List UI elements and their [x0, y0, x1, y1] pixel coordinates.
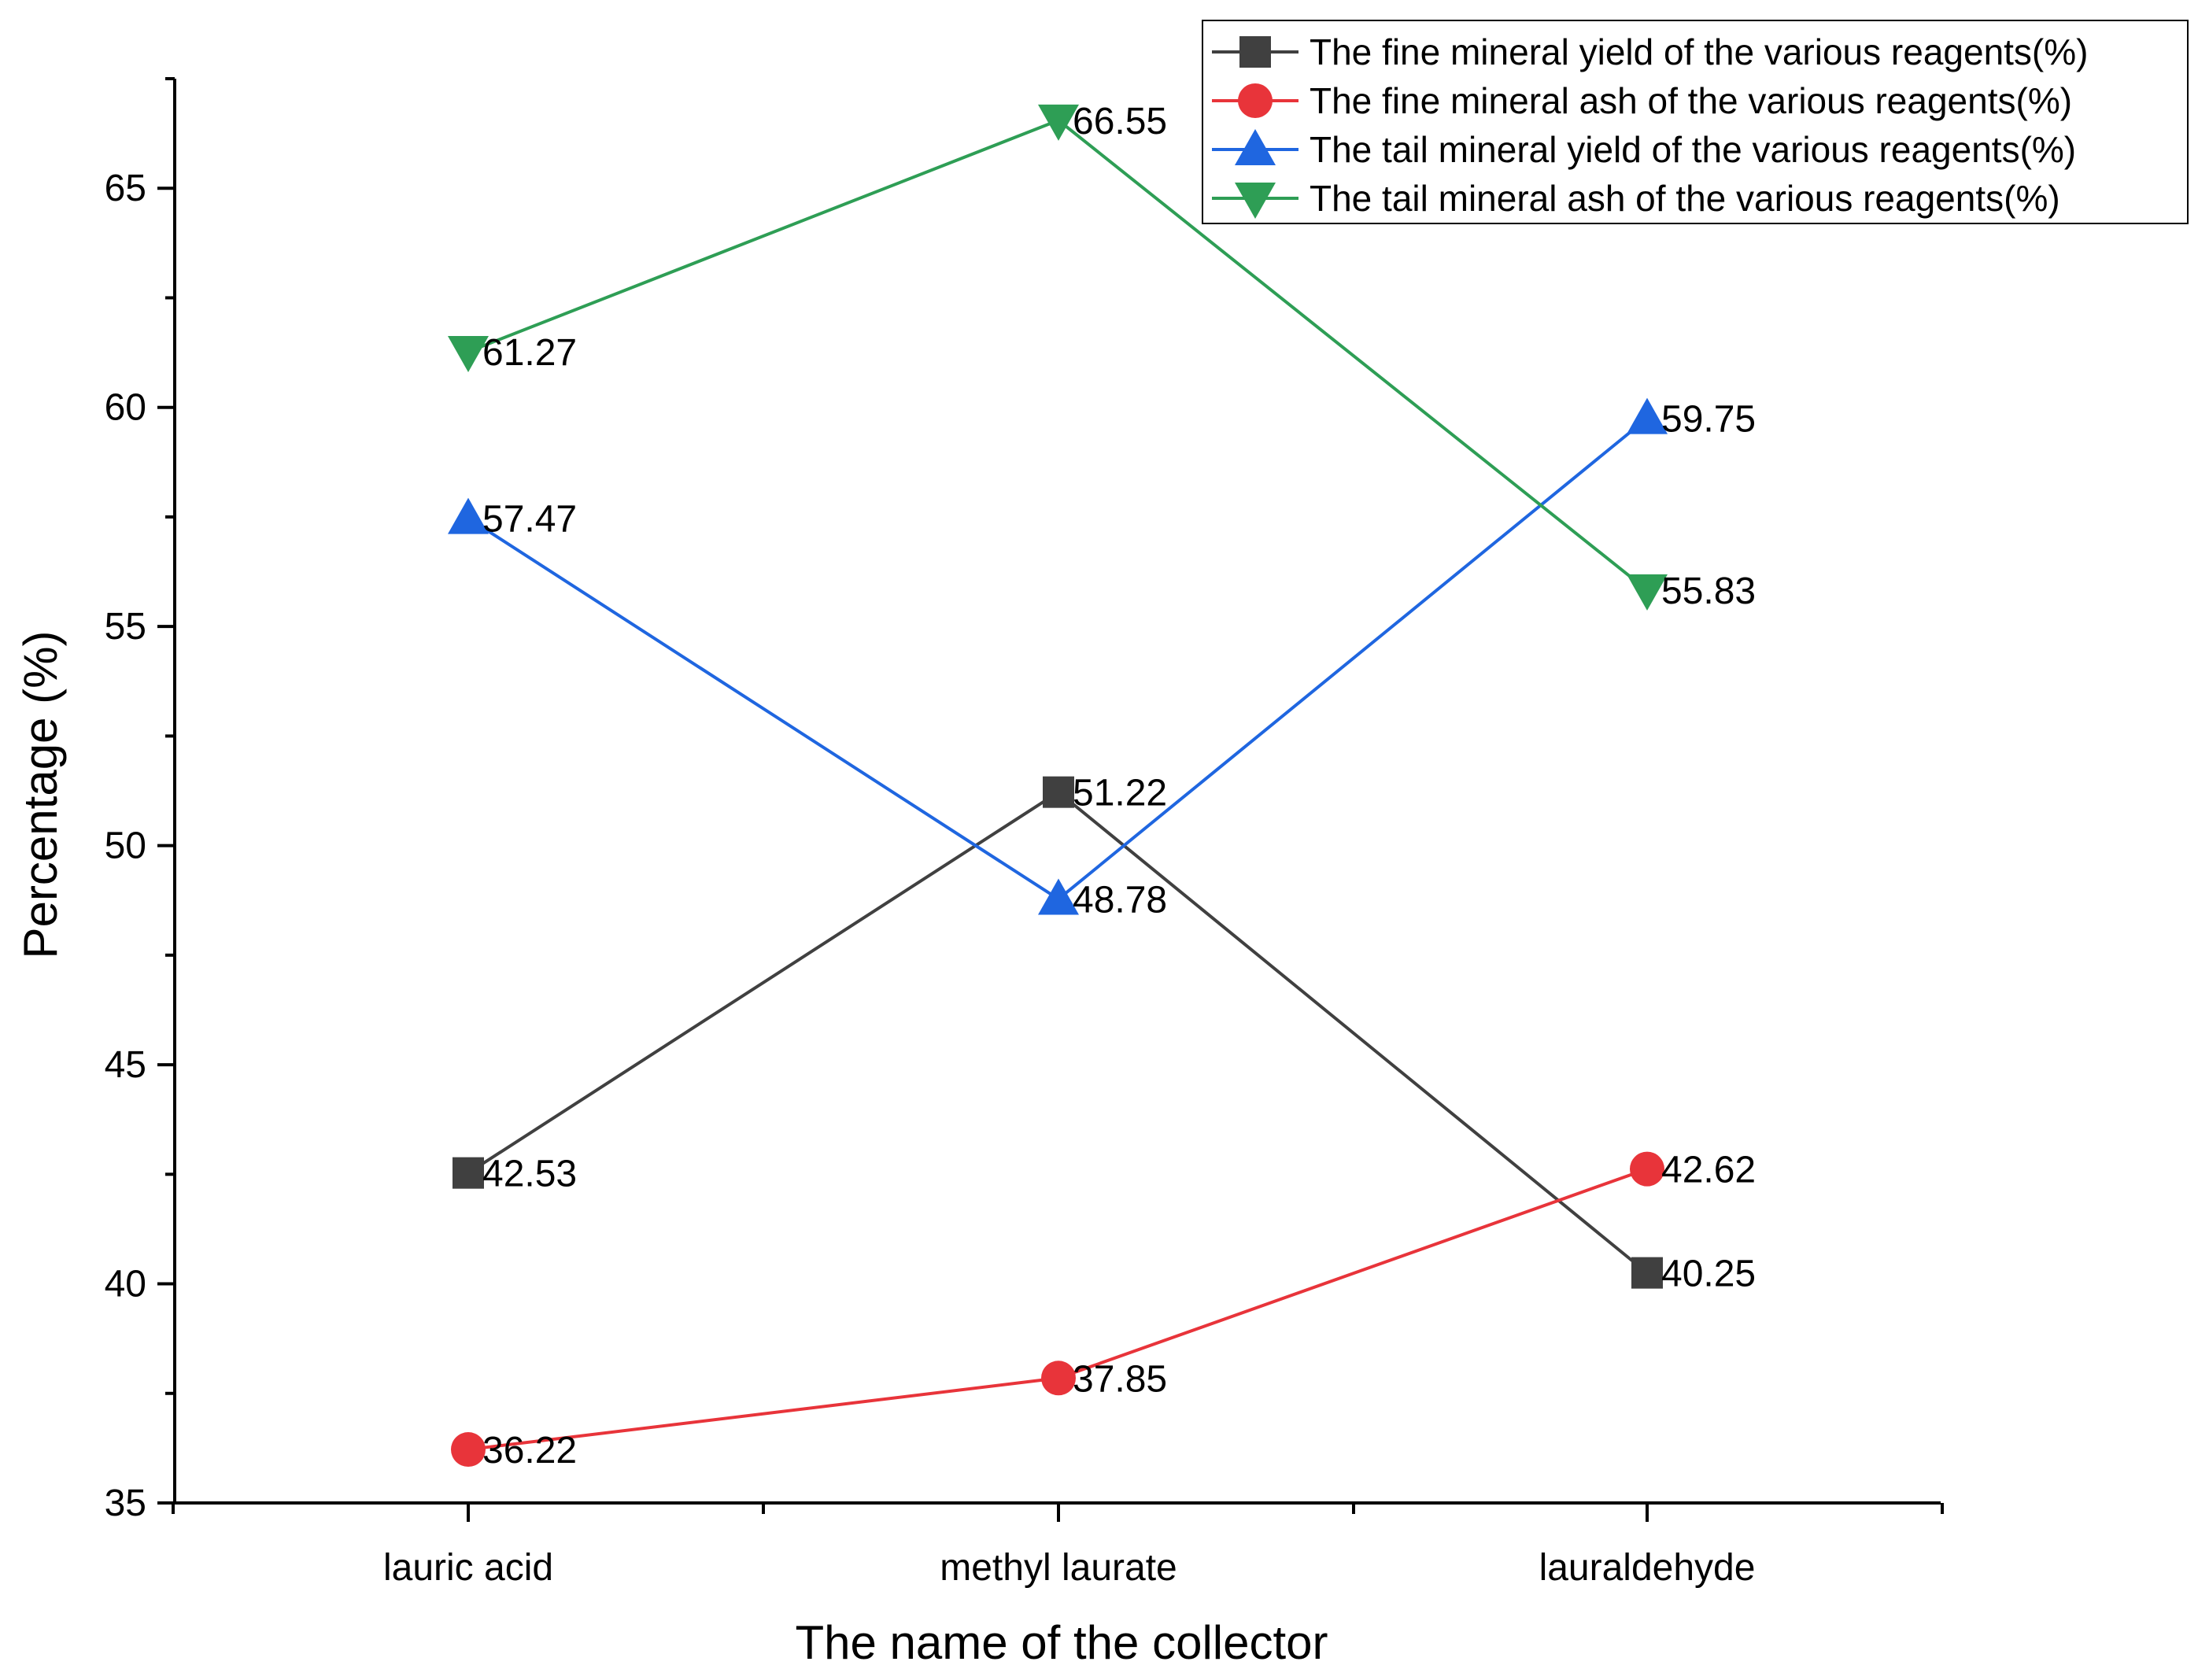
data-label: 40.25	[1661, 1254, 1756, 1295]
data-label: 51.22	[1073, 773, 1167, 814]
data-label: 55.83	[1661, 570, 1756, 612]
data-label: 42.53	[482, 1154, 577, 1195]
data-label: 48.78	[1073, 880, 1167, 921]
y-tick-label: 35	[105, 1482, 146, 1524]
y-axis-title: Percentage (%)	[14, 631, 67, 959]
series-line	[467, 1167, 1648, 1452]
data-point	[448, 335, 489, 372]
legend-marker	[1239, 36, 1271, 68]
data-point	[1630, 1151, 1664, 1187]
legend-label: The fine mineral yield of the various re…	[1310, 31, 2088, 72]
series-line	[467, 417, 1649, 902]
y-tick-label: 65	[105, 168, 146, 209]
data-label: 37.85	[1073, 1358, 1167, 1400]
x-tick-label: lauric acid	[383, 1547, 553, 1589]
y-tick-label: 50	[105, 825, 146, 867]
y-tick-label: 55	[105, 606, 146, 648]
x-tick-label: methyl laurate	[940, 1547, 1177, 1589]
data-point	[1627, 574, 1668, 611]
series-line	[467, 790, 1649, 1275]
data-point	[1631, 1257, 1663, 1289]
legend-marker	[1235, 129, 1276, 165]
data-label: 66.55	[1073, 101, 1167, 142]
legend-marker	[1235, 183, 1276, 219]
legend-label: The tail mineral yield of the various re…	[1310, 129, 2076, 170]
legend-item: The fine mineral ash of the various reag…	[1212, 80, 2072, 121]
data-point	[448, 497, 489, 534]
series-3	[448, 397, 1668, 915]
legend-item: The tail mineral yield of the various re…	[1212, 129, 2076, 170]
legend: The fine mineral yield of the various re…	[1202, 20, 2189, 224]
y-tick-label: 40	[105, 1264, 146, 1305]
x-tick-label: lauraldehyde	[1539, 1547, 1756, 1589]
data-label: 36.22	[482, 1430, 577, 1471]
y-tick-label: 60	[105, 387, 146, 429]
legend-item: The fine mineral yield of the various re…	[1212, 31, 2088, 72]
data-point	[1043, 776, 1074, 808]
data-label: 42.62	[1661, 1150, 1756, 1191]
legend-marker	[1238, 83, 1273, 118]
data-label: 57.47	[482, 499, 577, 541]
data-point	[1038, 878, 1079, 915]
series-2	[451, 1151, 1664, 1468]
data-point	[1038, 104, 1079, 141]
x-axis-title: The name of the collector	[795, 1616, 1328, 1669]
chart-axes: 35 40 45 50 55 60 65 lauric acid methyl laurate l…	[105, 77, 1944, 1589]
data-label: 59.75	[1661, 399, 1756, 441]
data-labels-layer: 42.53 51.22 40.25 36.22 37.85 42.62 57.47 48.78…	[482, 101, 1756, 1471]
data-point	[1041, 1361, 1076, 1396]
data-point	[1627, 397, 1668, 434]
series-1	[453, 776, 1663, 1289]
series-4	[448, 104, 1668, 611]
data-point	[453, 1157, 484, 1189]
legend-item: The tail mineral ash of the various reag…	[1212, 178, 2060, 219]
legend-label: The tail mineral ash of the various reag…	[1310, 178, 2060, 219]
y-tick-label: 45	[105, 1044, 146, 1086]
legend-box	[1202, 20, 2189, 224]
data-point	[451, 1432, 486, 1468]
series-layer	[448, 104, 1668, 1468]
data-label: 61.27	[482, 332, 577, 374]
legend-label: The fine mineral ash of the various reag…	[1310, 80, 2072, 121]
